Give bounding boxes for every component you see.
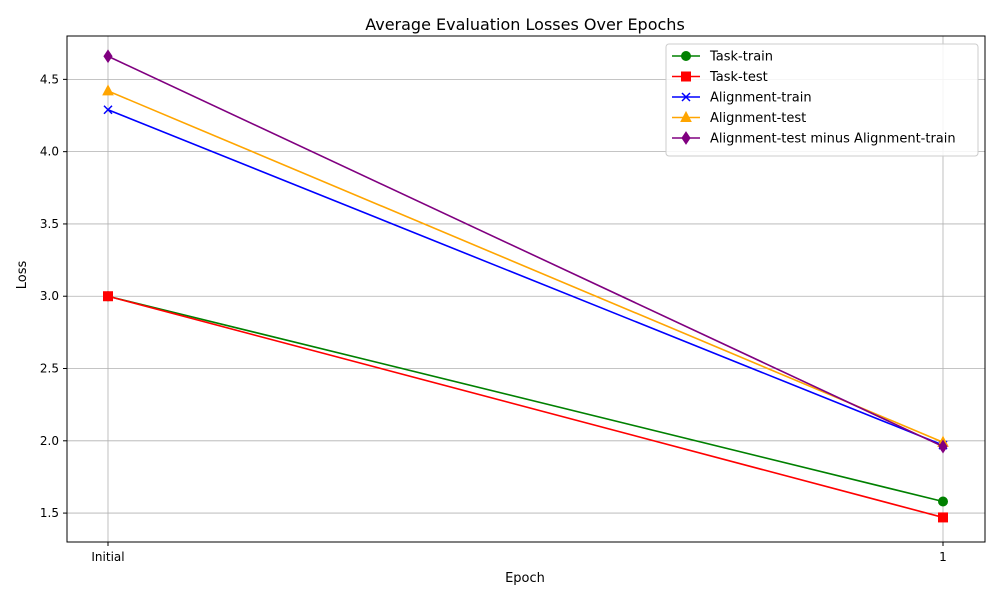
grid [67, 36, 985, 542]
x-tick-label: 1 [939, 550, 947, 564]
legend-entry-label: Alignment-train [710, 91, 812, 106]
x-axis-label: Epoch [505, 571, 545, 586]
plot-frame [66, 35, 986, 543]
axis-ticks: Initial 1 1.5 2.0 2.5 3.0 3.5 4.0 4.5 [40, 72, 947, 564]
legend: Task-train Task-test Alignment-train Alignm… [665, 43, 979, 157]
series-line [107, 55, 944, 448]
y-tick-label: 3.5 [40, 217, 59, 231]
data-point [103, 291, 113, 302]
legend-marker [681, 92, 691, 102]
y-tick-label: 3.0 [40, 289, 59, 303]
y-tick-label: 4.0 [40, 145, 59, 159]
data-point [938, 439, 948, 454]
legend-marker [681, 51, 691, 61]
data-point [103, 105, 113, 115]
series-4 [103, 49, 948, 454]
legend-marker [681, 71, 691, 82]
data-point [938, 512, 948, 523]
y-tick-label: 2.5 [40, 362, 59, 376]
y-tick-label: 2.0 [40, 434, 59, 448]
legend-box [665, 43, 979, 157]
chart-title: Average Evaluation Losses Over Epochs [365, 15, 685, 34]
y-tick-label: 4.5 [40, 72, 59, 86]
y-axis-label: Loss [15, 261, 30, 290]
legend-entry-label: Alignment-test [710, 111, 806, 126]
series-line [107, 108, 944, 446]
series-line [107, 295, 944, 519]
series-line [107, 295, 944, 503]
legend-entry-label: Alignment-test minus Alignment-train [710, 132, 956, 147]
legend-marker [681, 131, 691, 145]
data-point [103, 49, 113, 64]
legend-marker [680, 110, 692, 122]
series-line [107, 90, 944, 443]
legend-entry-label: Task-test [709, 70, 768, 85]
data-point [938, 496, 948, 507]
y-tick-label: 1.5 [40, 506, 59, 520]
data-point [102, 84, 114, 96]
series-layer [102, 49, 949, 523]
series-1 [103, 291, 948, 523]
x-tick-label: Initial [91, 550, 124, 564]
legend-entry-label: Task-train [709, 50, 773, 65]
